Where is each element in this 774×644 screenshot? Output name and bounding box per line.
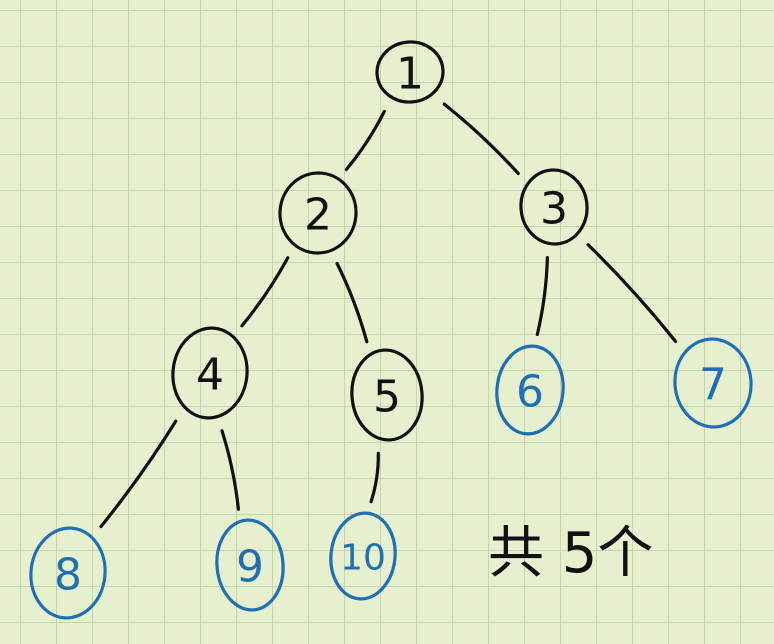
node-6-circle (495, 344, 565, 436)
node-9: 9 (215, 518, 285, 612)
node-7-label: 7 (699, 360, 727, 411)
leaf-count-note: 共 5个 (488, 521, 653, 586)
node-3-label: 3 (540, 184, 568, 235)
edges-layer (99, 102, 678, 529)
node-6: 6 (495, 344, 565, 436)
node-2-label: 2 (304, 190, 332, 241)
node-7-circle (673, 337, 753, 429)
nodes-layer: 1 2 3 4 5 6 7 8 9 10 (29, 40, 753, 620)
node-5: 5 (350, 348, 424, 442)
node-4: 4 (171, 326, 249, 420)
node-10: 10 (329, 511, 397, 601)
edge-2-5 (335, 261, 369, 344)
node-9-label: 9 (236, 542, 264, 593)
node-4-circle (171, 326, 249, 420)
node-3-circle (519, 168, 589, 246)
node-3: 3 (519, 168, 589, 246)
node-2-circle (278, 171, 358, 255)
edge-3-6 (535, 256, 549, 337)
node-1-label: 1 (396, 49, 424, 100)
node-8-label: 8 (54, 550, 82, 601)
node-7: 7 (673, 337, 753, 429)
node-10-circle (329, 511, 397, 601)
node-6-label: 6 (516, 367, 544, 418)
edge-4-8 (99, 419, 178, 529)
edge-1-2 (344, 109, 386, 172)
node-2: 2 (278, 171, 358, 255)
edge-3-7 (586, 243, 678, 343)
edge-2-4 (240, 256, 290, 328)
node-1: 1 (375, 40, 445, 104)
node-5-circle (350, 348, 424, 442)
node-8-circle (29, 526, 107, 620)
edge-5-10 (369, 451, 380, 504)
node-10-label: 10 (340, 538, 386, 579)
node-5-label: 5 (373, 372, 401, 423)
edge-1-3 (442, 102, 520, 176)
node-4-label: 4 (196, 350, 224, 401)
edge-4-9 (220, 429, 240, 511)
node-1-circle (375, 40, 445, 104)
node-9-circle (215, 518, 285, 612)
node-8: 8 (29, 526, 107, 620)
